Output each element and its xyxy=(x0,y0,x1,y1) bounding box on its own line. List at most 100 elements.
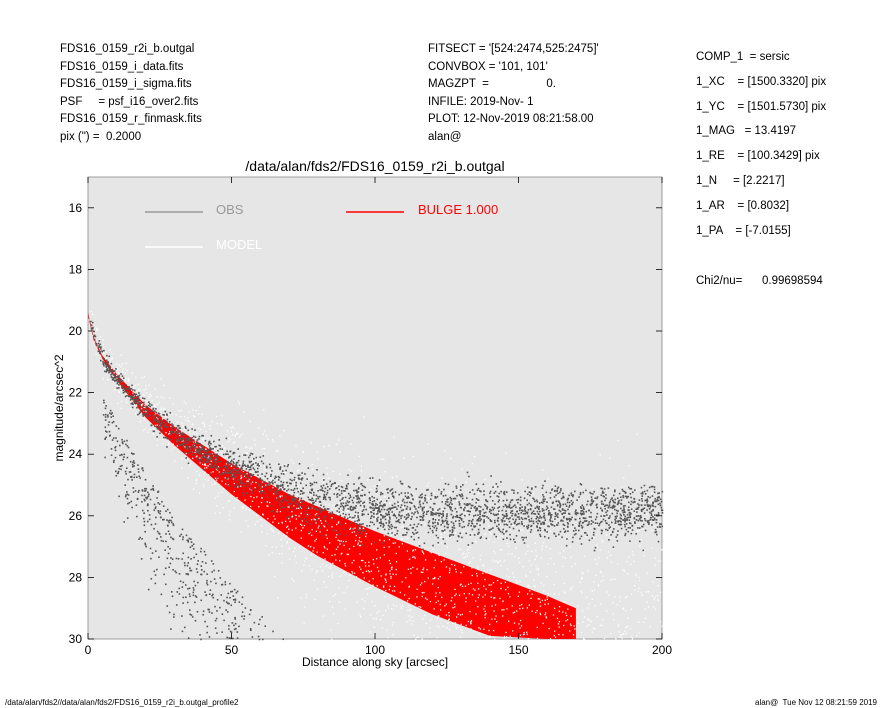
obs-point xyxy=(448,535,451,537)
obs-point xyxy=(234,616,236,619)
model-point xyxy=(203,464,206,466)
obs-point xyxy=(443,525,446,528)
obs-point xyxy=(188,452,190,454)
model-point xyxy=(281,545,283,547)
model-point xyxy=(482,565,485,567)
obs-point xyxy=(553,508,555,510)
obs-point xyxy=(175,571,178,574)
model-point xyxy=(435,592,437,594)
model-point xyxy=(299,501,302,504)
model-point xyxy=(237,486,239,488)
obs-point xyxy=(204,461,207,464)
obs-point xyxy=(572,495,574,498)
obs-point xyxy=(136,497,139,500)
obs-point xyxy=(624,504,626,507)
model-point xyxy=(463,566,465,568)
obs-point xyxy=(124,495,127,498)
obs-point xyxy=(446,504,449,507)
obs-point xyxy=(314,500,317,502)
model-point xyxy=(335,443,338,445)
obs-point xyxy=(508,520,511,523)
obs-point xyxy=(156,497,158,499)
obs-point xyxy=(200,565,203,567)
obs-point xyxy=(541,510,544,512)
obs-point xyxy=(122,458,125,461)
model-point xyxy=(305,593,307,596)
model-point xyxy=(337,539,339,541)
model-point xyxy=(372,584,374,586)
obs-point xyxy=(216,598,219,601)
obs-point xyxy=(503,520,506,522)
obs-point xyxy=(230,475,233,478)
obs-point xyxy=(347,474,349,476)
obs-point xyxy=(183,562,186,564)
obs-point xyxy=(650,512,653,515)
obs-point xyxy=(557,492,559,495)
model-point xyxy=(336,513,338,515)
obs-point xyxy=(611,512,614,515)
obs-point xyxy=(590,520,593,522)
obs-point xyxy=(329,496,331,499)
obs-point xyxy=(537,529,539,532)
obs-point xyxy=(407,497,410,499)
obs-point xyxy=(526,486,529,489)
model-point xyxy=(380,575,382,577)
obs-point xyxy=(461,513,463,515)
obs-point xyxy=(185,437,187,439)
obs-point xyxy=(226,470,229,472)
obs-point xyxy=(104,426,107,429)
obs-point xyxy=(536,516,539,519)
obs-point xyxy=(238,469,240,471)
obs-point xyxy=(563,528,565,530)
obs-point xyxy=(137,464,139,466)
model-point xyxy=(633,560,635,563)
obs-point xyxy=(417,506,420,509)
obs-point xyxy=(115,474,118,477)
model-point xyxy=(314,540,316,542)
obs-point xyxy=(547,525,549,527)
model-point xyxy=(263,430,266,432)
obs-point xyxy=(243,485,245,488)
model-point xyxy=(364,565,367,567)
model-point xyxy=(470,621,472,623)
model-point xyxy=(651,512,653,514)
obs-point xyxy=(300,506,303,509)
obs-point xyxy=(388,520,390,522)
obs-point xyxy=(109,365,111,368)
obs-point xyxy=(524,512,526,515)
model-point xyxy=(544,599,546,601)
model-point xyxy=(171,413,173,415)
model-point xyxy=(143,417,145,420)
model-point xyxy=(482,572,484,574)
obs-point xyxy=(624,532,627,535)
model-point xyxy=(281,562,283,564)
model-point xyxy=(154,388,156,390)
obs-point xyxy=(502,517,504,520)
obs-point xyxy=(461,536,463,539)
model-point xyxy=(240,531,242,533)
obs-point xyxy=(189,436,191,439)
obs-point xyxy=(119,454,121,457)
model-point xyxy=(359,544,362,547)
obs-point xyxy=(175,604,178,606)
obs-point xyxy=(625,495,628,498)
obs-point xyxy=(132,465,134,468)
obs-point xyxy=(226,465,228,468)
obs-point xyxy=(596,522,599,525)
obs-point xyxy=(361,494,364,497)
model-point xyxy=(300,537,302,539)
obs-point xyxy=(389,526,391,528)
model-point xyxy=(542,622,544,625)
obs-point xyxy=(363,506,366,508)
obs-point xyxy=(641,520,643,522)
model-point xyxy=(536,626,538,629)
model-point xyxy=(622,569,624,571)
model-point xyxy=(411,616,413,618)
model-point xyxy=(485,571,487,574)
model-point xyxy=(118,390,120,393)
obs-point xyxy=(360,523,363,526)
obs-point xyxy=(195,568,198,570)
model-point xyxy=(402,525,404,527)
obs-point xyxy=(233,588,236,591)
model-point xyxy=(362,559,364,562)
